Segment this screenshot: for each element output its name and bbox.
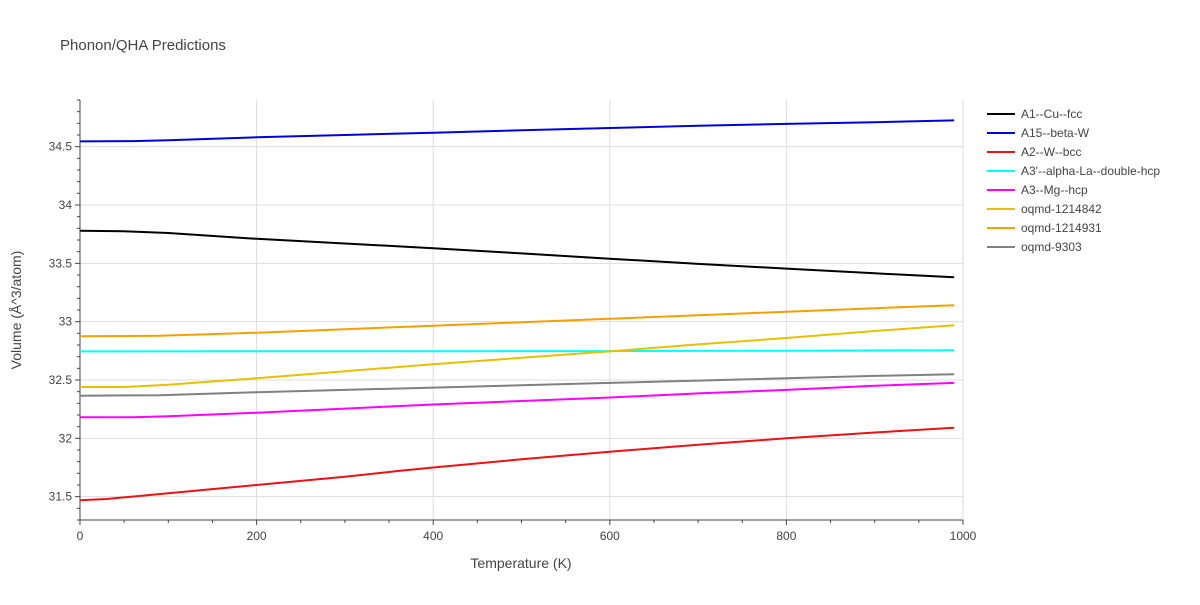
x-tick-label: 400 xyxy=(423,529,443,543)
series-line-5[interactable] xyxy=(80,381,955,419)
series-line-4[interactable] xyxy=(79,349,955,353)
legend-label-5[interactable]: A3--Mg--hcp xyxy=(1021,183,1088,197)
x-axis-title: Temperature (K) xyxy=(470,555,571,571)
legend-label-4[interactable]: A3'--alpha-La--double-hcp xyxy=(1021,164,1160,178)
series-line-3[interactable] xyxy=(79,426,955,502)
legend-label-2[interactable]: A15--beta-W xyxy=(1021,126,1090,140)
series-line-1[interactable] xyxy=(79,229,955,279)
legend-label-3[interactable]: A2--W--bcc xyxy=(1021,145,1081,159)
series-line-7[interactable] xyxy=(79,304,955,338)
x-tick-label: 600 xyxy=(600,529,620,543)
y-tick-label: 32 xyxy=(59,431,73,445)
legend-label-6[interactable]: oqmd-1214842 xyxy=(1021,202,1102,216)
series-line-6[interactable] xyxy=(80,324,955,388)
legend[interactable]: A1--Cu--fcc A15--beta-W A2--W--bcc A3'--alp… xyxy=(987,107,1160,254)
gridlines xyxy=(79,100,964,520)
x-tick-label: 200 xyxy=(247,529,267,543)
series-line-8[interactable] xyxy=(79,373,955,397)
axes: 0 200 400 600 800 1000 31.5 32 32.5 33 33.5 34 34.5 xyxy=(49,99,977,543)
x-tick-label: 0 xyxy=(77,529,84,543)
series-line-2[interactable] xyxy=(79,119,955,143)
x-tick-label: 1000 xyxy=(950,529,977,543)
series-lines xyxy=(79,119,955,502)
y-tick-label: 32.5 xyxy=(49,373,73,387)
legend-label-7[interactable]: oqmd-1214931 xyxy=(1021,221,1102,235)
y-tick-label: 34 xyxy=(59,198,73,212)
chart-title: Phonon/QHA Predictions xyxy=(60,37,226,54)
y-tick-label: 33 xyxy=(59,315,73,329)
legend-label-8[interactable]: oqmd-9303 xyxy=(1021,240,1082,254)
y-axis-title: Volume (Å^3/atom) xyxy=(8,251,24,370)
x-tick-label: 800 xyxy=(776,529,796,543)
y-tick-label: 33.5 xyxy=(49,256,73,270)
y-tick-label: 31.5 xyxy=(49,490,73,504)
y-tick-label: 34.5 xyxy=(49,140,73,154)
legend-label-1[interactable]: A1--Cu--fcc xyxy=(1021,107,1082,121)
